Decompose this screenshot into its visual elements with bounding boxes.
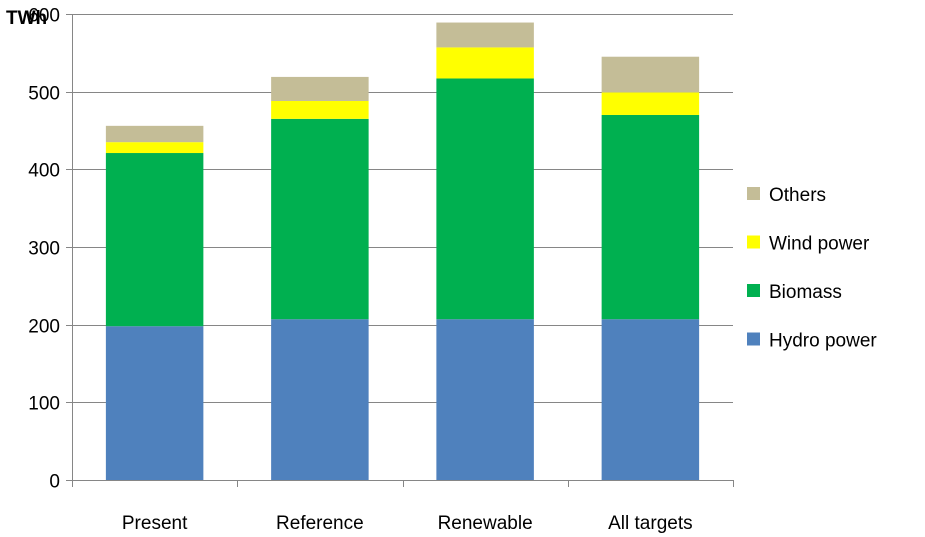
- bar-segment-others: [271, 76, 369, 101]
- y-tick-label: 300: [28, 239, 60, 260]
- y-axis-unit-label: TWh: [6, 8, 47, 29]
- bar-segment-biomass: [271, 118, 369, 320]
- legend-swatch: [747, 187, 760, 200]
- legend-swatch: [747, 332, 760, 346]
- legend: Others Wind power Biomass Hydro power: [747, 185, 877, 352]
- bar-segment-others: [436, 22, 534, 48]
- y-tick-label: 100: [28, 394, 60, 415]
- legend-label: Others: [769, 185, 826, 206]
- bar-segment-hydro-power: [436, 319, 534, 480]
- bar-segment-wind-power: [436, 47, 534, 79]
- axes: [72, 14, 733, 481]
- bar-segment-wind-power: [601, 92, 700, 115]
- x-category-labels: Present Reference Renewable All targets: [122, 513, 693, 534]
- legend-label: Biomass: [769, 282, 842, 303]
- bar-segment-biomass: [601, 114, 700, 320]
- bar-segment-others: [105, 125, 204, 143]
- bar-segment-others: [601, 56, 700, 93]
- y-tick-label: 200: [28, 317, 60, 338]
- bar-segment-biomass: [436, 78, 534, 320]
- bar-segment-wind-power: [271, 100, 369, 119]
- bar-segment-hydro-power: [271, 319, 369, 480]
- bar-segment-hydro-power: [601, 319, 700, 480]
- bar-segments: [105, 22, 700, 480]
- legend-label: Wind power: [769, 234, 870, 255]
- x-category-label: All targets: [608, 513, 692, 534]
- x-category-label: Present: [122, 513, 188, 534]
- y-tick-labels: 0 100 200 300 400 500 600: [28, 6, 60, 493]
- legend-label: Hydro power: [769, 331, 877, 352]
- legend-swatch: [747, 284, 760, 297]
- bar-segment-hydro-power: [105, 326, 204, 480]
- bar-segment-wind-power: [105, 142, 204, 154]
- bar-segment-biomass: [105, 153, 204, 327]
- y-tick-label: 0: [49, 472, 60, 493]
- y-tick-label: 400: [28, 161, 60, 182]
- y-tick-label: 500: [28, 84, 60, 105]
- x-category-label: Reference: [276, 513, 364, 534]
- x-category-label: Renewable: [438, 513, 533, 534]
- legend-swatch: [747, 235, 760, 249]
- y-tick-label: 600: [28, 6, 60, 27]
